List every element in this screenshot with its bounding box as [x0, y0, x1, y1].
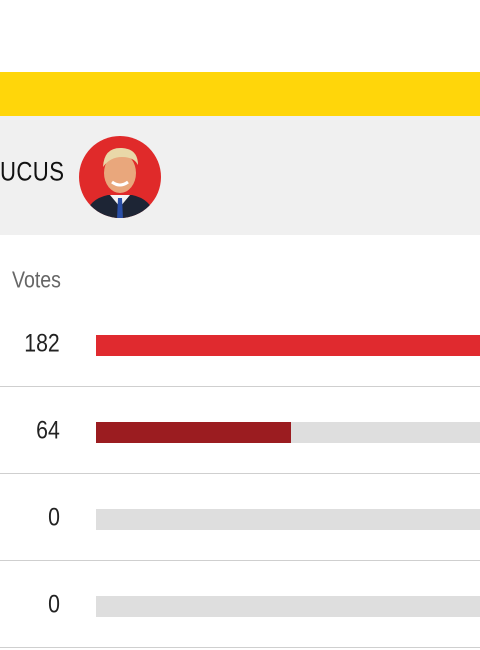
vote-count: 0 — [48, 503, 60, 532]
race-title: UCUS — [0, 156, 65, 187]
vote-count: 182 — [24, 329, 60, 358]
vote-count: 64 — [36, 416, 60, 445]
race-header: UCUS — [0, 116, 480, 235]
banner — [0, 72, 480, 116]
row-divider — [0, 560, 480, 561]
bar-track — [96, 335, 480, 356]
result-row: 64 — [0, 387, 480, 474]
vote-bar — [96, 422, 292, 443]
result-row: 0 — [0, 474, 480, 561]
result-row: 182 — [0, 300, 480, 387]
bar-track — [96, 422, 480, 443]
candidate-photo — [79, 136, 161, 218]
row-divider — [0, 473, 480, 474]
vote-bar — [96, 335, 480, 356]
bar-track — [96, 509, 480, 530]
column-label: Votes — [12, 266, 61, 293]
row-divider — [0, 647, 480, 648]
vote-count: 0 — [48, 590, 60, 619]
result-row: 0 — [0, 561, 480, 648]
row-divider — [0, 386, 480, 387]
bar-track — [96, 596, 480, 617]
